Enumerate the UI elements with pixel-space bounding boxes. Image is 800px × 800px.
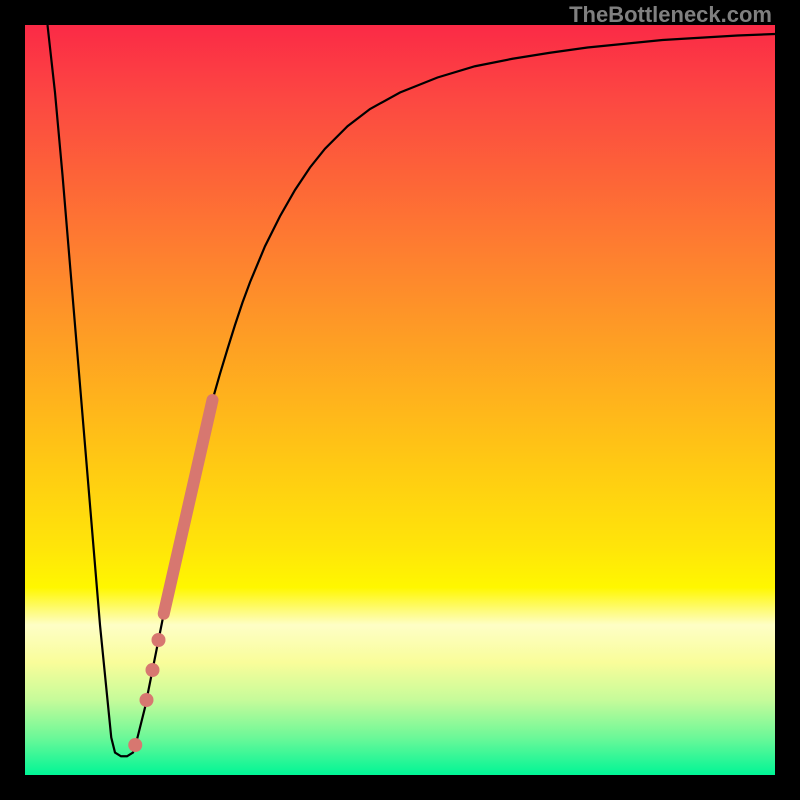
chart-frame: TheBottleneck.com — [0, 0, 800, 800]
plot-area — [25, 25, 775, 775]
dot-marker — [140, 693, 154, 707]
chart-svg — [25, 25, 775, 775]
dot-marker — [128, 738, 142, 752]
chart-background — [25, 25, 775, 775]
dot-marker — [146, 663, 160, 677]
dot-marker — [152, 633, 166, 647]
